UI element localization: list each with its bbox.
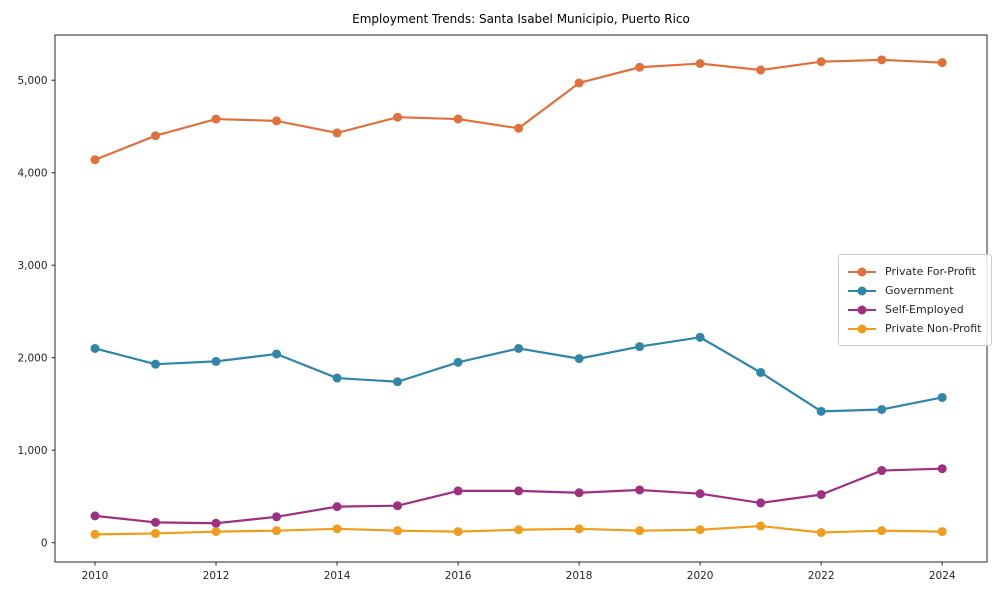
y-tick-label: 3,000: [17, 260, 47, 272]
self-employed-marker: [574, 488, 584, 498]
self-employed-marker: [393, 501, 403, 511]
private-non-profit-marker: [816, 528, 826, 538]
x-tick-label: 2014: [324, 570, 351, 582]
self-employed-marker: [453, 486, 463, 496]
self-employed-marker: [332, 502, 342, 512]
government-marker: [574, 354, 584, 364]
legend-label-private-for-profit: Private For-Profit: [885, 265, 976, 278]
private-non-profit-marker: [393, 526, 403, 536]
self-employed-marker: [695, 489, 705, 499]
legend-marker-government-icon: [848, 285, 876, 297]
private-for-profit-marker: [937, 58, 947, 68]
private-for-profit-marker: [272, 116, 282, 126]
government-marker: [816, 406, 826, 416]
private-non-profit-marker: [635, 526, 645, 536]
private-for-profit-marker: [151, 131, 161, 141]
x-tick-label: 2016: [445, 570, 472, 582]
self-employed-marker: [151, 517, 161, 527]
government-marker: [756, 368, 766, 377]
private-non-profit-marker: [453, 527, 463, 537]
chart-legend: Private For-Profit Government Self-Employe…: [838, 254, 993, 346]
private-for-profit-marker: [90, 155, 100, 165]
government-marker: [272, 349, 282, 359]
self-employed-marker: [90, 511, 100, 521]
government-marker: [695, 332, 705, 342]
x-tick-label: 2022: [808, 570, 835, 582]
series-private-non-profit: [90, 521, 947, 539]
legend-item-private-non-profit: Private Non-Profit: [848, 319, 981, 338]
government-marker: [635, 342, 645, 352]
series-self-employed: [90, 464, 947, 528]
private-non-profit-marker: [272, 526, 282, 536]
chart-title: Employment Trends: Santa Isabel Municipi…: [352, 12, 690, 26]
private-for-profit-marker: [393, 112, 403, 122]
government-marker: [514, 343, 524, 353]
self-employed-marker: [272, 512, 282, 522]
legend-item-government: Government: [848, 281, 981, 300]
legend-marker-private-for-profit-icon: [848, 266, 876, 278]
private-for-profit-marker: [756, 65, 766, 75]
government-marker: [937, 392, 947, 402]
self-employed-marker: [877, 466, 887, 476]
private-non-profit-marker: [695, 525, 705, 535]
x-tick-label: 2020: [687, 570, 714, 582]
self-employed-marker: [816, 490, 826, 500]
government-marker: [877, 405, 887, 414]
legend-label-self-employed: Self-Employed: [885, 303, 964, 316]
private-non-profit-marker: [937, 527, 947, 537]
private-for-profit-marker: [332, 128, 342, 138]
private-for-profit-marker: [877, 55, 887, 65]
private-non-profit-marker: [756, 521, 766, 531]
y-tick-label: 0: [41, 537, 48, 549]
government-marker: [453, 357, 463, 367]
legend-item-private-for-profit: Private For-Profit: [848, 262, 981, 281]
private-non-profit-marker: [211, 527, 221, 537]
x-tick-label: 2024: [929, 570, 956, 582]
self-employed-line: [93, 467, 944, 525]
legend-marker-private-non-profit-icon: [848, 323, 876, 335]
x-tick-label: 2012: [203, 570, 230, 582]
private-for-profit-marker: [574, 78, 584, 88]
government-marker: [151, 359, 161, 369]
government-marker: [90, 343, 100, 353]
private-for-profit-marker: [816, 57, 826, 67]
y-tick-label: 1,000: [17, 445, 47, 457]
government-marker: [332, 373, 342, 383]
private-non-profit-marker: [90, 529, 100, 539]
y-tick-label: 4,000: [17, 167, 47, 179]
legend-item-self-employed: Self-Employed: [848, 300, 981, 319]
y-tick-label: 5,000: [17, 75, 47, 87]
private-non-profit-marker: [151, 528, 161, 538]
legend-marker-self-employed-icon: [848, 304, 876, 316]
private-for-profit-marker: [211, 114, 221, 124]
x-tick-label: 2010: [82, 570, 109, 582]
government-marker: [211, 356, 221, 366]
series-private-for-profit: [90, 55, 947, 165]
self-employed-marker: [756, 498, 766, 508]
private-for-profit-marker: [635, 62, 645, 72]
private-non-profit-marker: [574, 524, 584, 534]
private-for-profit-line: [93, 58, 944, 161]
private-non-profit-marker: [332, 524, 342, 534]
x-tick-label: 2018: [566, 570, 593, 582]
government-marker: [393, 377, 403, 387]
series-government: [90, 332, 947, 416]
private-for-profit-marker: [453, 114, 463, 124]
legend-label-government: Government: [885, 284, 954, 297]
private-non-profit-marker: [877, 526, 887, 536]
legend-label-private-non-profit: Private Non-Profit: [885, 322, 982, 335]
private-non-profit-marker: [514, 525, 524, 535]
self-employed-marker: [635, 485, 645, 495]
self-employed-marker: [211, 518, 221, 528]
self-employed-marker: [514, 486, 524, 496]
y-tick-label: 2,000: [17, 352, 47, 364]
private-for-profit-marker: [514, 123, 524, 133]
self-employed-marker: [937, 464, 947, 474]
private-for-profit-marker: [695, 59, 705, 69]
